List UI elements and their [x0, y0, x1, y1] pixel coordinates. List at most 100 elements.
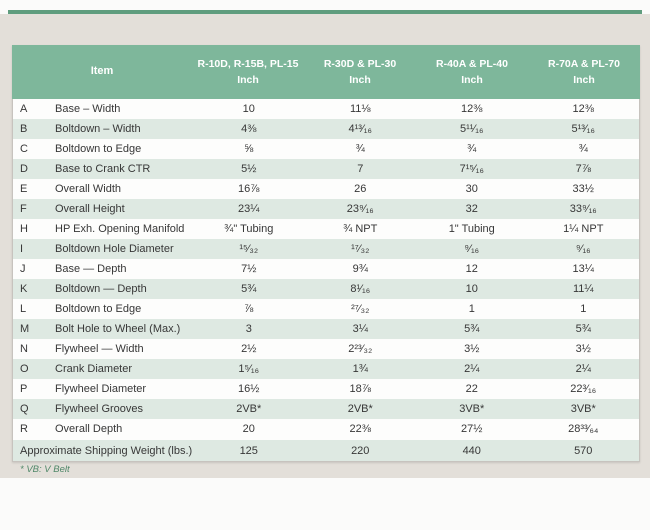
row-value: ⁹⁄₁₆ — [575, 243, 591, 255]
shipping-weight-label: Approximate Shipping Weight (lbs.) — [20, 444, 193, 457]
table-header-row: Item R-10D, R-15B, PL-15 Inch R-30D & PL-3… — [12, 45, 640, 99]
row-value: 23¼ — [238, 203, 260, 215]
column-header-item: Item — [90, 65, 114, 78]
row-letter: J — [20, 263, 26, 275]
top-divider-rule — [8, 10, 642, 14]
row-value: 5¾ — [241, 283, 257, 295]
row-value: 4⅜ — [241, 123, 257, 135]
row-value: 33½ — [572, 183, 594, 195]
row-value: ¾ — [467, 143, 477, 155]
row-value: 2VB* — [236, 403, 262, 415]
row-label: Overall Depth — [55, 423, 123, 435]
row-value: 7 — [357, 163, 364, 175]
row-value: 26 — [354, 183, 367, 195]
row-value: 2½ — [241, 343, 257, 355]
table-row: E Overall Width 16⅞ 26 30 33½ — [13, 179, 639, 199]
row-value: 1 — [580, 303, 587, 315]
row-label: HP Exh. Opening Manifold — [55, 223, 185, 235]
shipping-weight-value: 570 — [574, 444, 593, 457]
table-row: H HP Exh. Opening Manifold ¾" Tubing ¾ NPT 1… — [13, 219, 639, 239]
row-value: 12⅜ — [461, 103, 483, 115]
row-value: 2¼ — [575, 363, 591, 375]
column-header-unit-line: Inch — [349, 74, 371, 86]
row-value: 5¹³⁄₁₆ — [571, 123, 595, 135]
table-row: Q Flywheel Grooves 2VB* 2VB* 3VB* 3VB* — [13, 399, 639, 419]
column-header-unit-line: Inch — [237, 74, 259, 86]
row-value: 28³³⁄₆₄ — [568, 423, 599, 435]
table-row: F Overall Height 23¼ 23⁹⁄₁₆ 32 33⁹⁄₁₆ — [13, 199, 639, 219]
row-label: Flywheel Grooves — [55, 403, 144, 415]
row-value: 9¾ — [352, 263, 368, 275]
row-letter: M — [20, 323, 30, 335]
row-letter: P — [20, 383, 28, 395]
row-value: 2VB* — [347, 403, 373, 415]
row-value: 3 — [245, 323, 252, 335]
column-header-models: R-40A & PL-40 Inch — [416, 50, 528, 95]
row-value: 10 — [465, 283, 478, 295]
row-value: 1" Tubing — [448, 223, 495, 235]
row-value: 22 — [465, 383, 478, 395]
row-value: 12 — [465, 263, 478, 275]
row-label: Boltdown – Width — [55, 123, 141, 135]
column-header-models-line: R-10D, R-15B, PL-15 — [197, 57, 299, 70]
row-value: ²⁷⁄₃₂ — [351, 303, 370, 315]
row-label: Flywheel Diameter — [55, 383, 147, 395]
row-value: 1 — [468, 303, 475, 315]
column-header-models: R-70A & PL-70 Inch — [528, 50, 640, 95]
table-row: R Overall Depth 20 22⅜ 27½ 28³³⁄₆₄ — [13, 419, 639, 439]
row-label: Base to Crank CTR — [55, 163, 151, 175]
row-letter: N — [20, 343, 28, 355]
row-value: ⅞ — [244, 303, 254, 315]
row-label: Crank Diameter — [55, 363, 133, 375]
row-value: ¾ — [578, 143, 588, 155]
row-value: 16½ — [238, 383, 260, 395]
row-value: ¹⁷⁄₃₂ — [351, 243, 370, 255]
row-value: 32 — [465, 203, 478, 215]
row-value: 16⅞ — [238, 183, 260, 195]
column-header-models: R-10D, R-15B, PL-15 Inch — [192, 50, 304, 95]
row-value: ¾" Tubing — [224, 223, 274, 235]
row-value: ¾ — [355, 143, 365, 155]
row-value: 3½ — [464, 343, 480, 355]
row-letter: A — [20, 103, 28, 115]
row-label: Base — Depth — [55, 263, 127, 275]
row-value: 10 — [242, 103, 255, 115]
row-value: 22³⁄₁₆ — [570, 383, 597, 395]
row-label: Flywheel — Width — [55, 343, 144, 355]
row-value: 11⅛ — [349, 103, 371, 115]
row-value: 5¾ — [575, 323, 591, 335]
table-row: B Boltdown – Width 4⅜ 4¹³⁄₁₆ 5¹¹⁄₁₆ 5¹³⁄₁₆ — [13, 119, 639, 139]
row-value: 5½ — [241, 163, 257, 175]
column-header-models-line: R-30D & PL-30 — [323, 57, 397, 70]
row-value: 5¾ — [464, 323, 480, 335]
row-value: 7⅞ — [575, 163, 591, 175]
footnote: * VB: V Belt — [20, 464, 70, 475]
row-letter: C — [20, 143, 28, 155]
table-row: K Boltdown — Depth 5¾ 8¹⁄₁₆ 10 11¼ — [13, 279, 639, 299]
row-label: Boltdown to Edge — [55, 303, 142, 315]
row-value: ⅝ — [244, 143, 254, 155]
row-value: 1⁵⁄₁₆ — [238, 363, 260, 375]
row-value: 22⅜ — [349, 423, 371, 435]
column-header-models: R-30D & PL-30 Inch — [304, 50, 416, 95]
column-header-unit-line: Inch — [573, 74, 595, 86]
shipping-weight-value: 220 — [351, 444, 370, 457]
row-value: 27½ — [461, 423, 483, 435]
row-letter: L — [20, 303, 27, 315]
row-value: 11¼ — [572, 283, 594, 295]
row-letter: I — [20, 243, 24, 255]
table-row: J Base — Depth 7½ 9¾ 12 13¼ — [13, 259, 639, 279]
row-letter: F — [20, 203, 27, 215]
row-label: Boltdown Hole Diameter — [55, 243, 174, 255]
column-header-models-line: R-70A & PL-70 — [548, 57, 620, 70]
table-row: P Flywheel Diameter 16½ 18⅞ 22 22³⁄₁₆ — [13, 379, 639, 399]
row-value: 30 — [465, 183, 478, 195]
row-letter: O — [20, 363, 29, 375]
row-value: 12⅜ — [572, 103, 594, 115]
shipping-weight-value: 125 — [239, 444, 258, 457]
table-row: L Boltdown to Edge ⅞ ²⁷⁄₃₂ 1 1 — [13, 299, 639, 319]
row-letter: D — [20, 163, 28, 175]
row-value: 5¹¹⁄₁₆ — [460, 123, 484, 135]
table-row: I Boltdown Hole Diameter ¹⁵⁄₃₂ ¹⁷⁄₃₂ ⁹⁄₁₆ ⁹⁄₁… — [13, 239, 639, 259]
row-value: 2¼ — [464, 363, 480, 375]
